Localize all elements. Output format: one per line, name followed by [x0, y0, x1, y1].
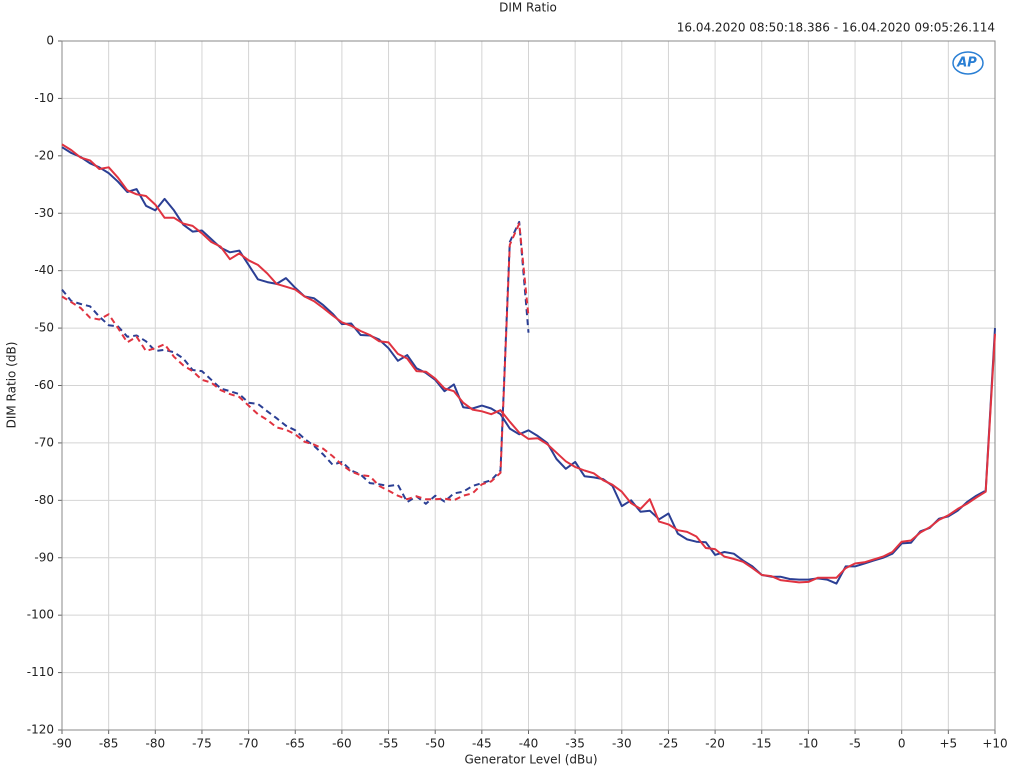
- x-tick-label: -5: [849, 737, 861, 751]
- plot-frame: [61, 40, 996, 731]
- x-tick-label: +5: [939, 737, 957, 751]
- y-tick-label: -100: [27, 608, 54, 622]
- logo-text: AP: [956, 56, 977, 71]
- y-tick-label: 0: [46, 34, 54, 48]
- x-tick-label: -50: [425, 737, 445, 751]
- x-tick-label: -25: [659, 737, 679, 751]
- y-tick-label: -20: [34, 148, 54, 162]
- logo: AP: [952, 51, 984, 75]
- timestamp: 16.04.2020 08:50:18.386 - 16.04.2020 09:…: [677, 21, 995, 35]
- x-tick-label: -90: [52, 737, 72, 751]
- x-tick-label: -80: [145, 737, 165, 751]
- x-tick-label: -30: [612, 737, 632, 751]
- y-tick-label: -110: [27, 665, 54, 679]
- x-tick-label: -35: [565, 737, 585, 751]
- y-tick-label: -30: [34, 206, 54, 220]
- y-tick-label: -70: [34, 435, 54, 449]
- y-tick-label: -60: [34, 378, 54, 392]
- y-tick-label: -40: [34, 263, 54, 277]
- y-tick-label: -90: [34, 550, 54, 564]
- x-tick-label: -15: [752, 737, 772, 751]
- x-tick-label: -40: [519, 737, 539, 751]
- chart-title: DIM Ratio: [499, 1, 557, 15]
- x-axis-title: Generator Level (dBu): [464, 753, 597, 767]
- series-line: [61, 220, 530, 505]
- logo-ring: [952, 51, 984, 75]
- y-tick-label: -10: [34, 91, 54, 105]
- x-tick-label: +10: [982, 737, 1007, 751]
- y-axis-title: DIM Ratio (dB): [5, 342, 19, 429]
- x-tick-label: 0: [898, 737, 906, 751]
- x-tick-label: -45: [472, 737, 492, 751]
- x-tick-label: -65: [285, 737, 305, 751]
- x-tick-label: -20: [705, 737, 725, 751]
- x-tick-label: -70: [239, 737, 259, 751]
- y-tick-label: -80: [34, 493, 54, 507]
- x-tick-label: -55: [379, 737, 399, 751]
- x-tick-label: -10: [799, 737, 819, 751]
- series-line: [61, 222, 530, 502]
- series-line: [61, 143, 996, 584]
- y-tick-label: -120: [27, 723, 54, 737]
- x-tick-label: -85: [99, 737, 119, 751]
- x-tick-label: -60: [332, 737, 352, 751]
- x-tick-label: -75: [192, 737, 212, 751]
- y-tick-label: -50: [34, 321, 54, 335]
